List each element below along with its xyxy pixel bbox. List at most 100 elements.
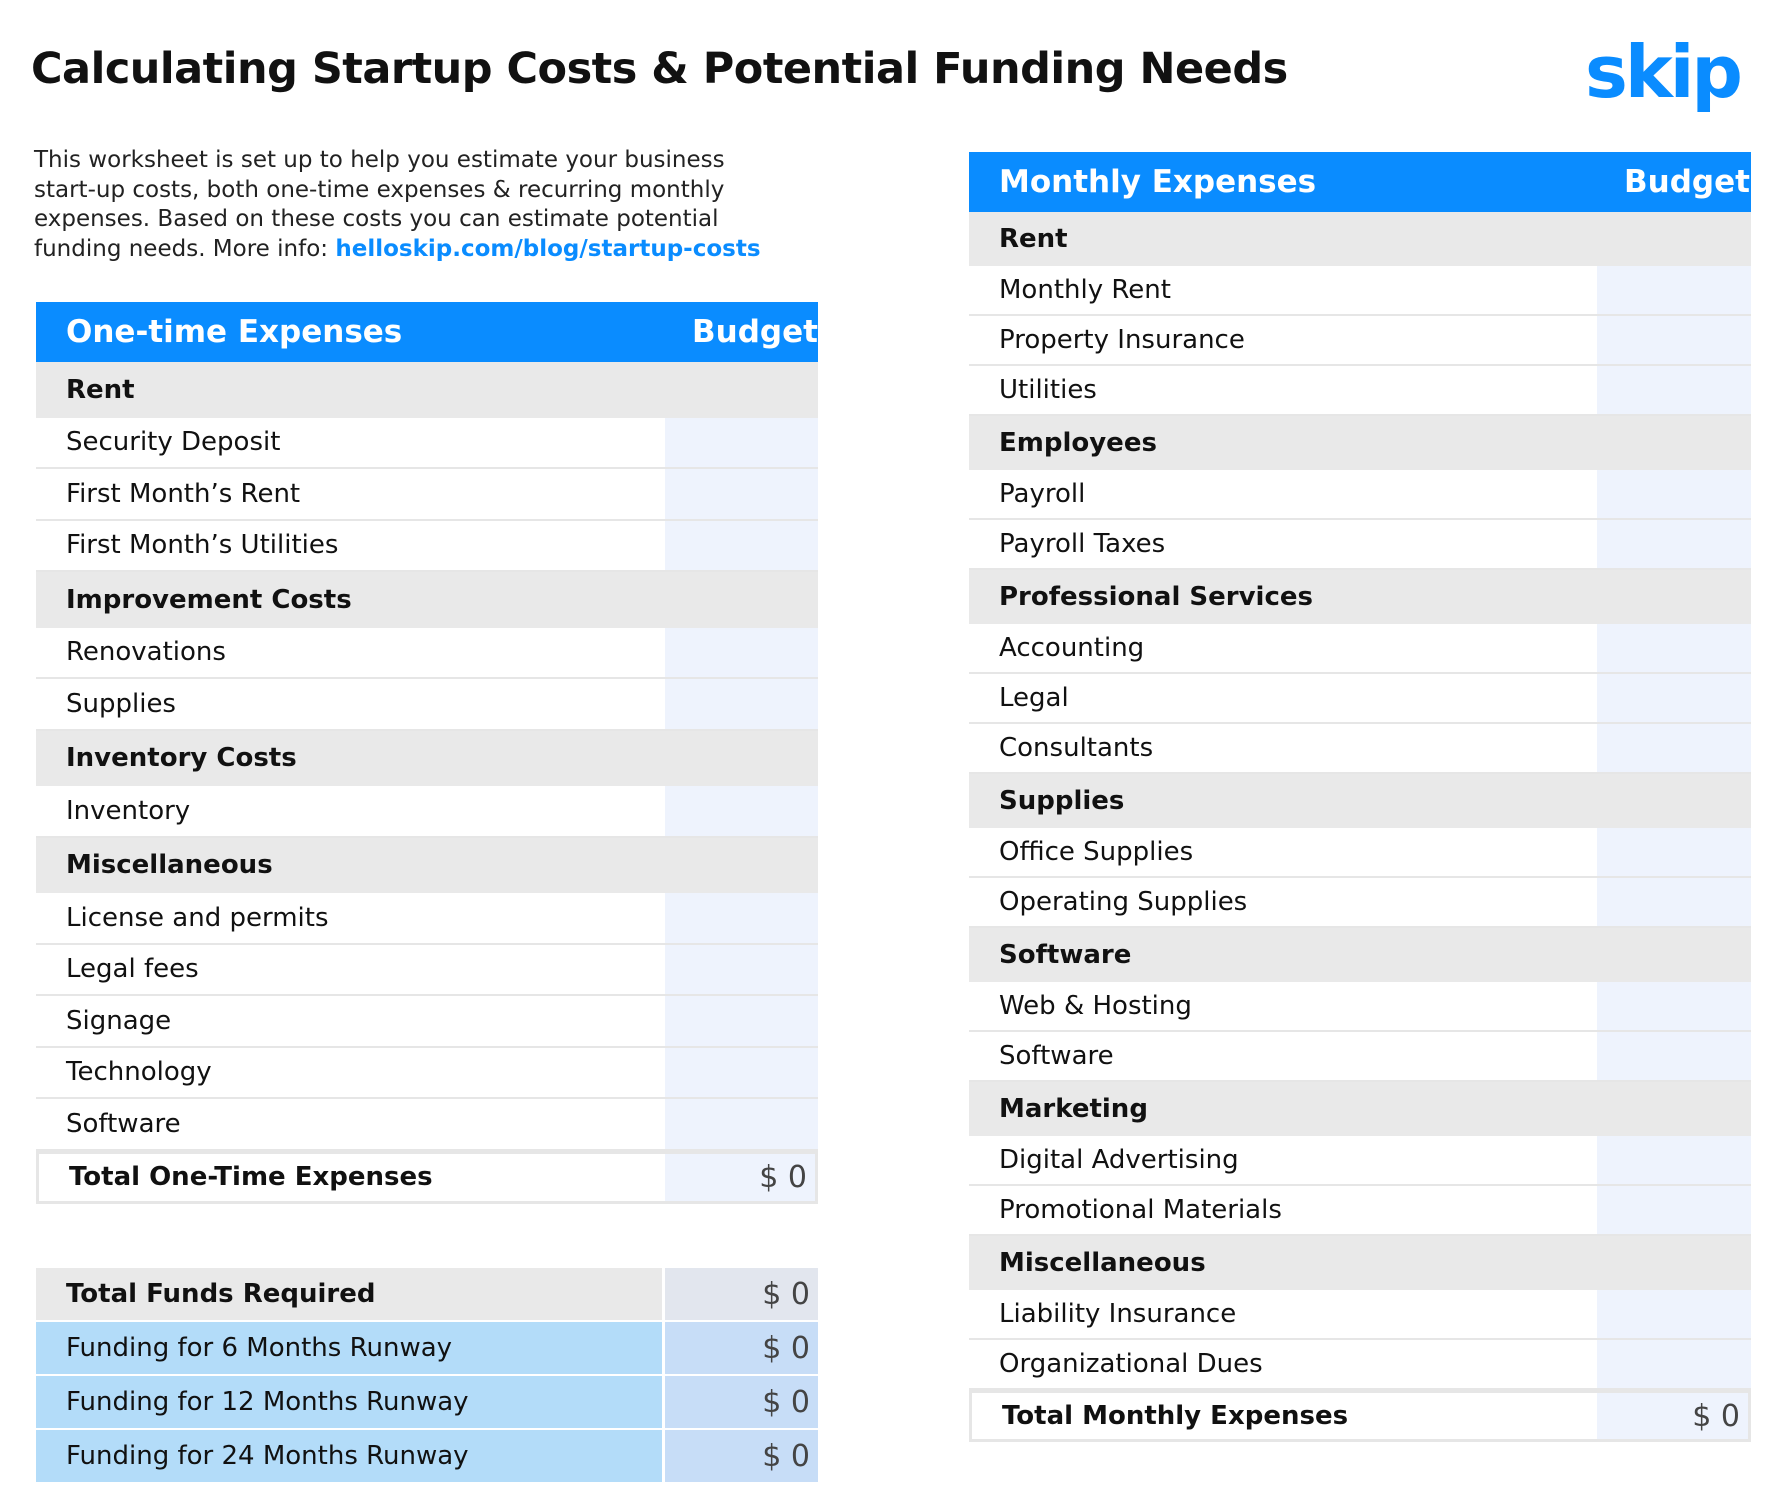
budget-input[interactable] xyxy=(662,1047,818,1097)
item-row: Web & Hosting xyxy=(969,982,1751,1032)
budget-input[interactable] xyxy=(662,679,818,729)
category-row: Inventory Costs xyxy=(36,730,818,786)
funding-row: Funding for 24 Months Runway $ 0 xyxy=(36,1430,818,1482)
item-row: Payroll Taxes xyxy=(969,520,1751,570)
category-row: Miscellaneous xyxy=(969,1236,1751,1290)
label: Utilities xyxy=(999,375,1097,405)
budget-input[interactable] xyxy=(662,417,818,467)
budget-input[interactable] xyxy=(1594,724,1751,772)
label: Web & Hosting xyxy=(999,991,1192,1021)
category: Rent xyxy=(36,362,818,418)
item-row: Accounting xyxy=(969,624,1751,674)
category-row: Rent xyxy=(36,362,818,418)
label: Consultants xyxy=(999,733,1154,763)
label: Signage xyxy=(66,1005,172,1036)
label: Promotional Materials xyxy=(999,1195,1282,1225)
category: Professional Services xyxy=(969,570,1751,624)
item-row: Operating Supplies xyxy=(969,878,1751,928)
category: Software xyxy=(969,928,1751,982)
item-row: Promotional Materials xyxy=(969,1186,1751,1236)
label: Technology xyxy=(66,1057,212,1088)
budget-input[interactable] xyxy=(1594,520,1751,568)
label: Total Monthly Expenses xyxy=(1002,1401,1349,1431)
category: Inventory Costs xyxy=(36,730,818,786)
label: Digital Advertising xyxy=(999,1145,1239,1175)
category: Employees xyxy=(969,416,1751,470)
budget-input[interactable] xyxy=(1594,1032,1751,1080)
label: Liability Insurance xyxy=(999,1299,1237,1329)
label: Total Funds Required xyxy=(36,1268,662,1320)
intro: This worksheet is set up to help you est… xyxy=(34,146,774,264)
item-row: Legal fees xyxy=(36,944,818,996)
item-row: Monthly Rent xyxy=(969,266,1751,316)
table-header: One-time Expenses Budget xyxy=(36,302,818,362)
item-row: Legal xyxy=(969,674,1751,724)
category-row: Miscellaneous xyxy=(36,837,818,893)
budget-input[interactable] xyxy=(1594,982,1751,1030)
table-header: Monthly Expenses Budget xyxy=(969,152,1751,212)
total-row: Total One-Time Expenses $ 0 xyxy=(36,1150,818,1204)
item-row: Software xyxy=(36,1099,818,1151)
budget-input[interactable] xyxy=(1594,266,1751,314)
budget-total: $ 0 xyxy=(1594,1393,1748,1439)
logo: skip xyxy=(1585,30,1743,114)
funding-value: $ 0 xyxy=(662,1322,818,1374)
label: Funding for 6 Months Runway xyxy=(36,1322,662,1374)
label: Monthly Rent xyxy=(999,275,1171,305)
label: Payroll xyxy=(999,479,1086,509)
category: Marketing xyxy=(969,1082,1751,1136)
link[interactable]: helloskip.com/blog/startup-costs xyxy=(335,235,761,262)
budget-input[interactable] xyxy=(1594,828,1751,876)
label: Software xyxy=(999,1041,1114,1071)
budget-input[interactable] xyxy=(662,627,818,677)
header-cell: Budget xyxy=(1594,152,1751,212)
label: Legal fees xyxy=(66,954,199,985)
header-cell: Monthly Expenses xyxy=(969,152,1594,212)
category-row: Professional Services xyxy=(969,570,1751,624)
funding-row: Funding for 12 Months Runway $ 0 xyxy=(36,1376,818,1428)
item-row: Payroll xyxy=(969,470,1751,520)
item-row: Digital Advertising xyxy=(969,1136,1751,1186)
budget-input[interactable] xyxy=(1594,316,1751,364)
budget-input[interactable] xyxy=(1594,1136,1751,1184)
item-row: Organizational Dues xyxy=(969,1340,1751,1390)
budget-input[interactable] xyxy=(1594,878,1751,926)
budget-input[interactable] xyxy=(1594,674,1751,722)
funding-value: $ 0 xyxy=(662,1430,818,1482)
funding-row: Funding for 6 Months Runway $ 0 xyxy=(36,1322,818,1374)
intro-text: This worksheet is set up to help you est… xyxy=(34,147,725,262)
funding-value: $ 0 xyxy=(662,1376,818,1428)
budget-input[interactable] xyxy=(1594,470,1751,518)
budget-input[interactable] xyxy=(662,786,818,836)
budget-input[interactable] xyxy=(1594,624,1751,672)
budget-input[interactable] xyxy=(662,469,818,519)
budget-input[interactable] xyxy=(662,1099,818,1149)
label: Legal xyxy=(999,683,1069,713)
label: Security Deposit xyxy=(66,427,281,458)
label: First Month’s Utilities xyxy=(66,530,339,561)
budget-input[interactable] xyxy=(662,893,818,943)
label: Renovations xyxy=(66,637,226,668)
label: Funding for 24 Months Runway xyxy=(36,1430,662,1482)
item-row: Signage xyxy=(36,996,818,1048)
label: Operating Supplies xyxy=(999,887,1248,917)
budget-input[interactable] xyxy=(662,520,818,570)
budget-input[interactable] xyxy=(1594,366,1751,414)
item-row: Security Deposit xyxy=(36,417,818,469)
budget-input[interactable] xyxy=(1594,1340,1751,1388)
budget-input[interactable] xyxy=(1594,1290,1751,1338)
item-row: Renovations xyxy=(36,627,818,679)
label: Supplies xyxy=(66,688,176,719)
budget-input[interactable] xyxy=(662,996,818,1046)
category: Miscellaneous xyxy=(36,837,818,893)
category-row: Software xyxy=(969,928,1751,982)
item-row: Supplies xyxy=(36,679,818,731)
funding-value: $ 0 xyxy=(662,1268,818,1320)
budget-input[interactable] xyxy=(1594,1186,1751,1234)
category-row: Employees xyxy=(969,416,1751,470)
budget-input[interactable] xyxy=(662,944,818,994)
funding-row: Total Funds Required $ 0 xyxy=(36,1268,818,1320)
total-row: Total Monthly Expenses $ 0 xyxy=(969,1390,1751,1442)
title: Calculating Startup Costs & Potential Fu… xyxy=(31,44,1288,94)
